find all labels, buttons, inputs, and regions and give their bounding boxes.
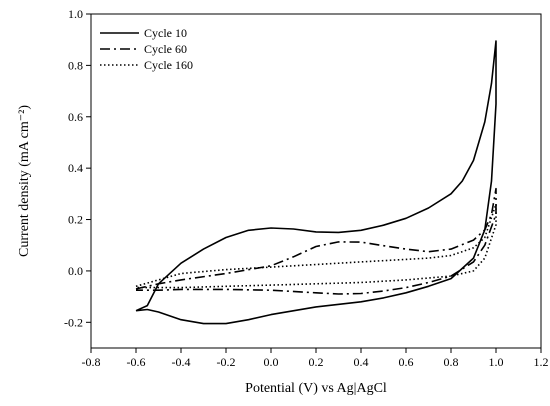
x-tick-label: 0.6	[399, 355, 414, 369]
x-tick-label: 0.2	[309, 355, 324, 369]
x-tick-label: 1.2	[534, 355, 549, 369]
y-tick-label: 1.0	[68, 7, 83, 21]
x-tick-label: 0.8	[444, 355, 459, 369]
series-line-cycle-10	[135, 40, 497, 325]
x-axis-title: Potential (V) vs Ag|AgCl	[245, 381, 387, 396]
y-tick-label: 0.6	[68, 110, 83, 124]
x-tick-label: -0.6	[127, 355, 146, 369]
legend: Cycle 10 Cycle 60 Cycle 160	[100, 26, 193, 72]
legend-label: Cycle 60	[144, 42, 187, 56]
x-tick-label: 0.4	[354, 355, 369, 369]
legend-label: Cycle 160	[144, 58, 193, 72]
x-tick-label: -0.4	[172, 355, 191, 369]
y-tick-label: 0.2	[68, 213, 83, 227]
axis-ticks: -0.8 -0.6 -0.4 -0.2 0.0 0.2 0.4 0.6 0.8 1.0 1.2 -0.…	[64, 7, 549, 369]
x-tick-label: 1.0	[489, 355, 504, 369]
x-tick-label: -0.2	[217, 355, 236, 369]
y-tick-label: 0.0	[68, 264, 83, 278]
y-tick-label: 0.8	[68, 58, 83, 72]
x-tick-label: 0.0	[264, 355, 279, 369]
y-tick-label: -0.2	[64, 315, 83, 329]
y-tick-label: 0.4	[68, 161, 83, 175]
legend-label: Cycle 10	[144, 26, 187, 40]
series-layer	[135, 40, 497, 325]
y-axis-title: Current density (mA cm⁻²)	[17, 105, 32, 257]
x-tick-label: -0.8	[82, 355, 101, 369]
series-line-cycle-60	[135, 187, 497, 295]
